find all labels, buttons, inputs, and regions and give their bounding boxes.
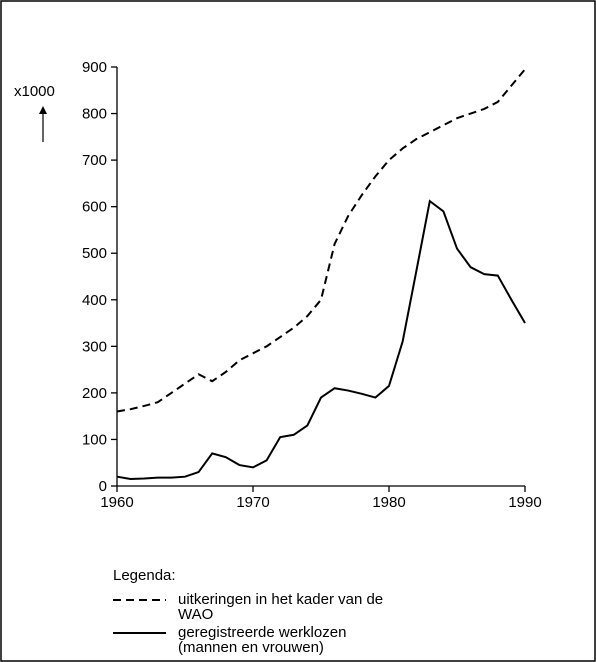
legend-title: Legenda: [113,567,176,584]
y-tick-label: 200 [82,385,107,402]
y-tick-label: 0 [99,478,107,495]
y-tick-label: 700 [82,152,107,169]
y-tick-label: 500 [82,245,107,262]
y-tick-label: 300 [82,338,107,355]
y-tick-label: 800 [82,106,107,123]
series-line [116,68,526,413]
x-tick-label: 1970 [236,494,269,511]
x-tick-label: 1990 [508,494,541,511]
x-tick-label: 1960 [100,494,133,511]
y-unit-label: x1000 [14,83,55,100]
y-tick-label: 900 [82,59,107,76]
series-line [116,199,526,481]
x-tick-label: 1980 [372,494,405,511]
y-tick-label: 600 [82,199,107,216]
y-tick-label: 100 [82,431,107,448]
legend-label: uitkeringen in het kader van de WAO [178,591,384,623]
y-tick-label: 400 [82,292,107,309]
y-arrow-head [39,106,47,114]
legend-label: geregistreerde werklozen (mannen en vrou… [178,624,347,656]
